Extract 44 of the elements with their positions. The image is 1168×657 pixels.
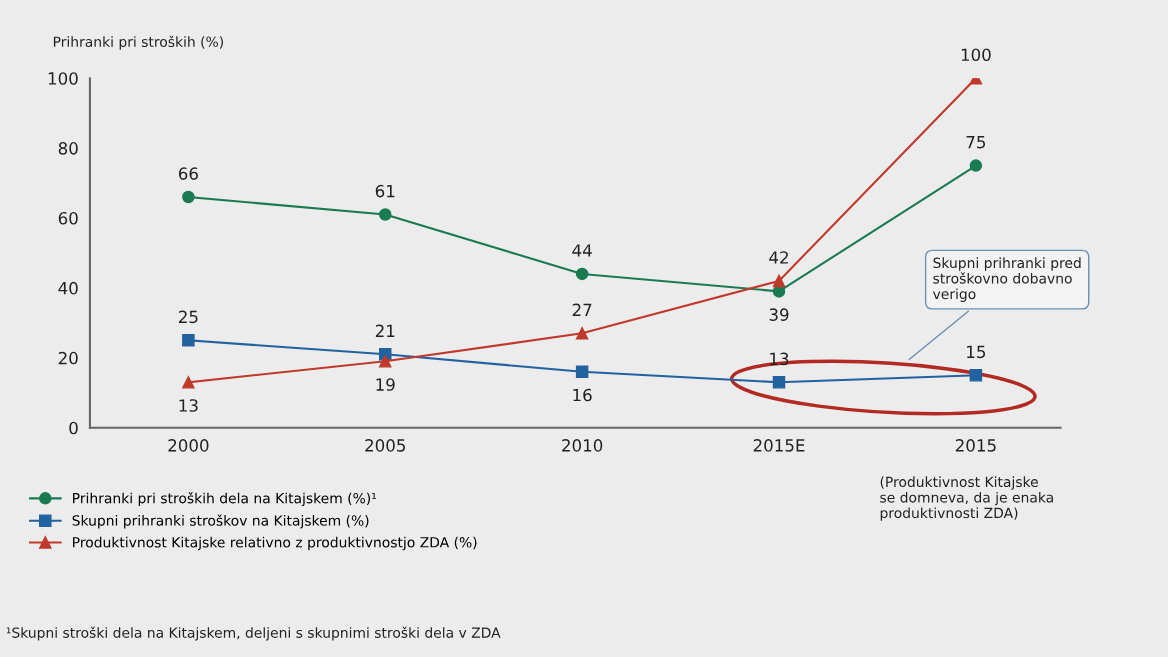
data-label: 16 [573,388,592,402]
y-tick-label: 40 [58,281,78,295]
data-label: 13 [179,399,198,412]
data-label: 42 [769,251,788,264]
legend-label: Skupni prihranki stroškov na Kitajskem (%) [72,514,369,529]
x-tick-label: 2005 [365,439,405,452]
data-label: 27 [572,303,592,316]
text: (Produktivnost Kitajske se domneva, da je enaka produktivnosti ZDA) [880,476,1053,521]
text: ¹Skupni stroški dela na Kitajskem, deljeni s skupnimi stroški dela v ZDA [6,626,501,641]
data-label: 19 [376,378,395,391]
point [772,274,786,288]
legend-label: Prihranki pri stroških dela na Kitajskem (%)¹ [73,492,377,507]
point [969,369,983,382]
point [969,159,983,172]
data-label: 100 [961,48,991,62]
y-axis-title: Prihranki pri stroških (%) [53,35,223,50]
x-tick-label: 2015E [753,439,805,452]
data-label: 21 [375,324,395,337]
point [182,334,195,347]
data-label: 25 [178,310,198,324]
point [379,355,392,368]
point [575,365,589,379]
data-label: 44 [572,244,592,257]
point [379,208,392,221]
legend-label: Produktivnost Kitajske relativno z produktivnostjo ZDA (%) [73,536,477,551]
point [772,376,786,389]
data-label: 39 [769,308,789,321]
data-label: 15 [967,345,986,359]
y-tick-label: 80 [58,142,78,155]
point [575,267,589,281]
data-label: 66 [178,167,198,180]
x-tick-label: 2000 [168,439,209,452]
data-label: 61 [375,184,395,198]
x-tick-label: 2015 [955,439,996,452]
point [182,190,195,204]
y-tick-label: 20 [58,351,78,365]
point [575,327,589,340]
y-tick-label: 100 [48,72,78,85]
annotation: Skupni prihranki pred stroškovno dobavno verigo [932,257,1081,302]
x-tick-label: 2010 [562,439,603,452]
data-label: 75 [966,136,986,149]
y-tick-label: 60 [58,211,78,225]
y-tick-label: 0 [69,421,78,435]
point [182,376,195,389]
